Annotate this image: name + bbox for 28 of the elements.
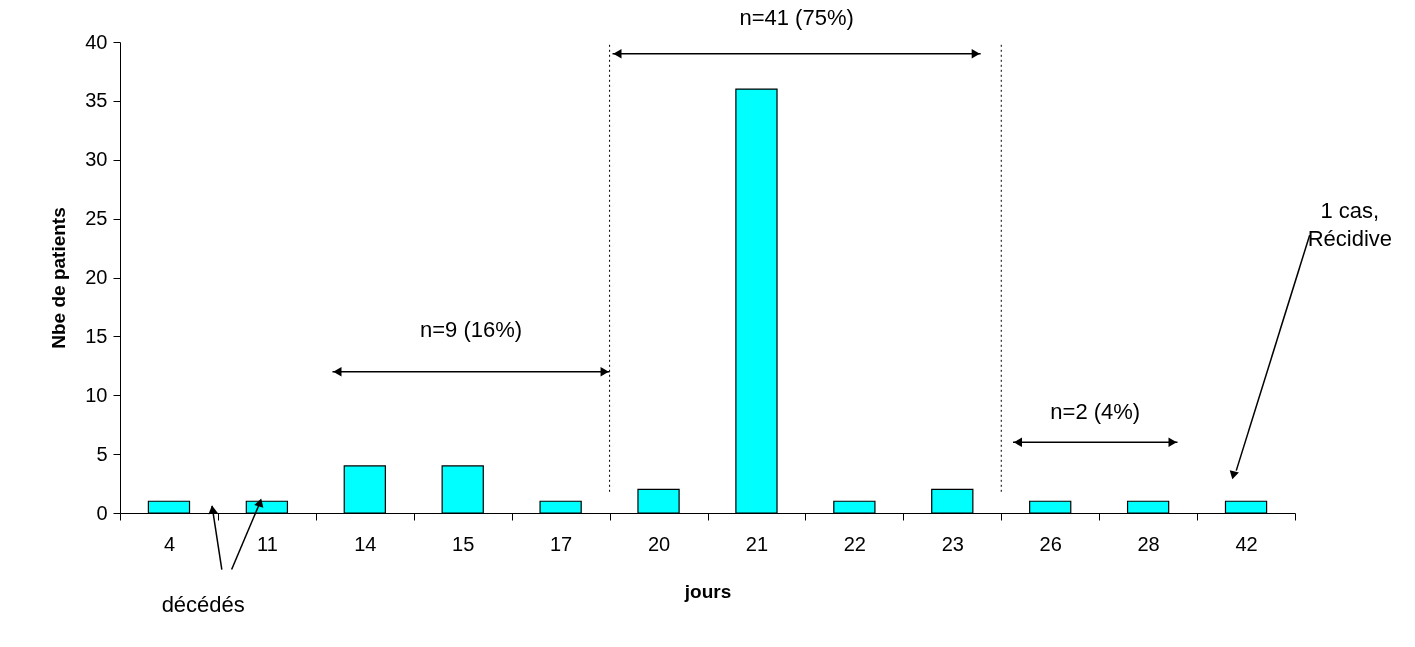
y-tick-label: 5 — [96, 442, 108, 465]
x-axis-title: jours — [683, 580, 732, 602]
y-axis-title: Nbe de patients — [48, 207, 70, 349]
x-tick-label: 17 — [550, 532, 573, 555]
text: 1 cas, Récidive — [1307, 198, 1393, 252]
y-tick-label: 30 — [85, 148, 108, 171]
y-tick-label: 25 — [85, 207, 108, 230]
x-tick-label: 21 — [745, 532, 769, 555]
x-tick-label: 42 — [1235, 532, 1258, 555]
x-tick-label: 22 — [843, 532, 866, 555]
y-tick-label: 0 — [96, 501, 108, 524]
y-tick-label: 35 — [85, 89, 108, 112]
x-tick-label: 23 — [941, 532, 964, 555]
x-tick-label: 26 — [1039, 532, 1062, 555]
y-tick-label: 40 — [85, 30, 108, 53]
annotation: n=9 (16%) — [419, 317, 523, 343]
text: n=41 (75%) — [739, 5, 854, 31]
annotation: décédés — [161, 591, 245, 617]
y-tick-label: 15 — [85, 324, 108, 347]
x-tick-label: 14 — [354, 532, 377, 555]
annotation: n=2 (4%) — [1050, 398, 1141, 424]
x-tick-label: 28 — [1137, 532, 1160, 555]
x-tick-label: 4 — [163, 532, 176, 555]
x-tick-label: 15 — [452, 532, 475, 555]
x-tick-label: 11 — [256, 532, 278, 555]
y-tick-label: 10 — [85, 383, 108, 406]
x-tick-label: 20 — [647, 532, 671, 555]
y-tick-label: 20 — [85, 266, 108, 288]
